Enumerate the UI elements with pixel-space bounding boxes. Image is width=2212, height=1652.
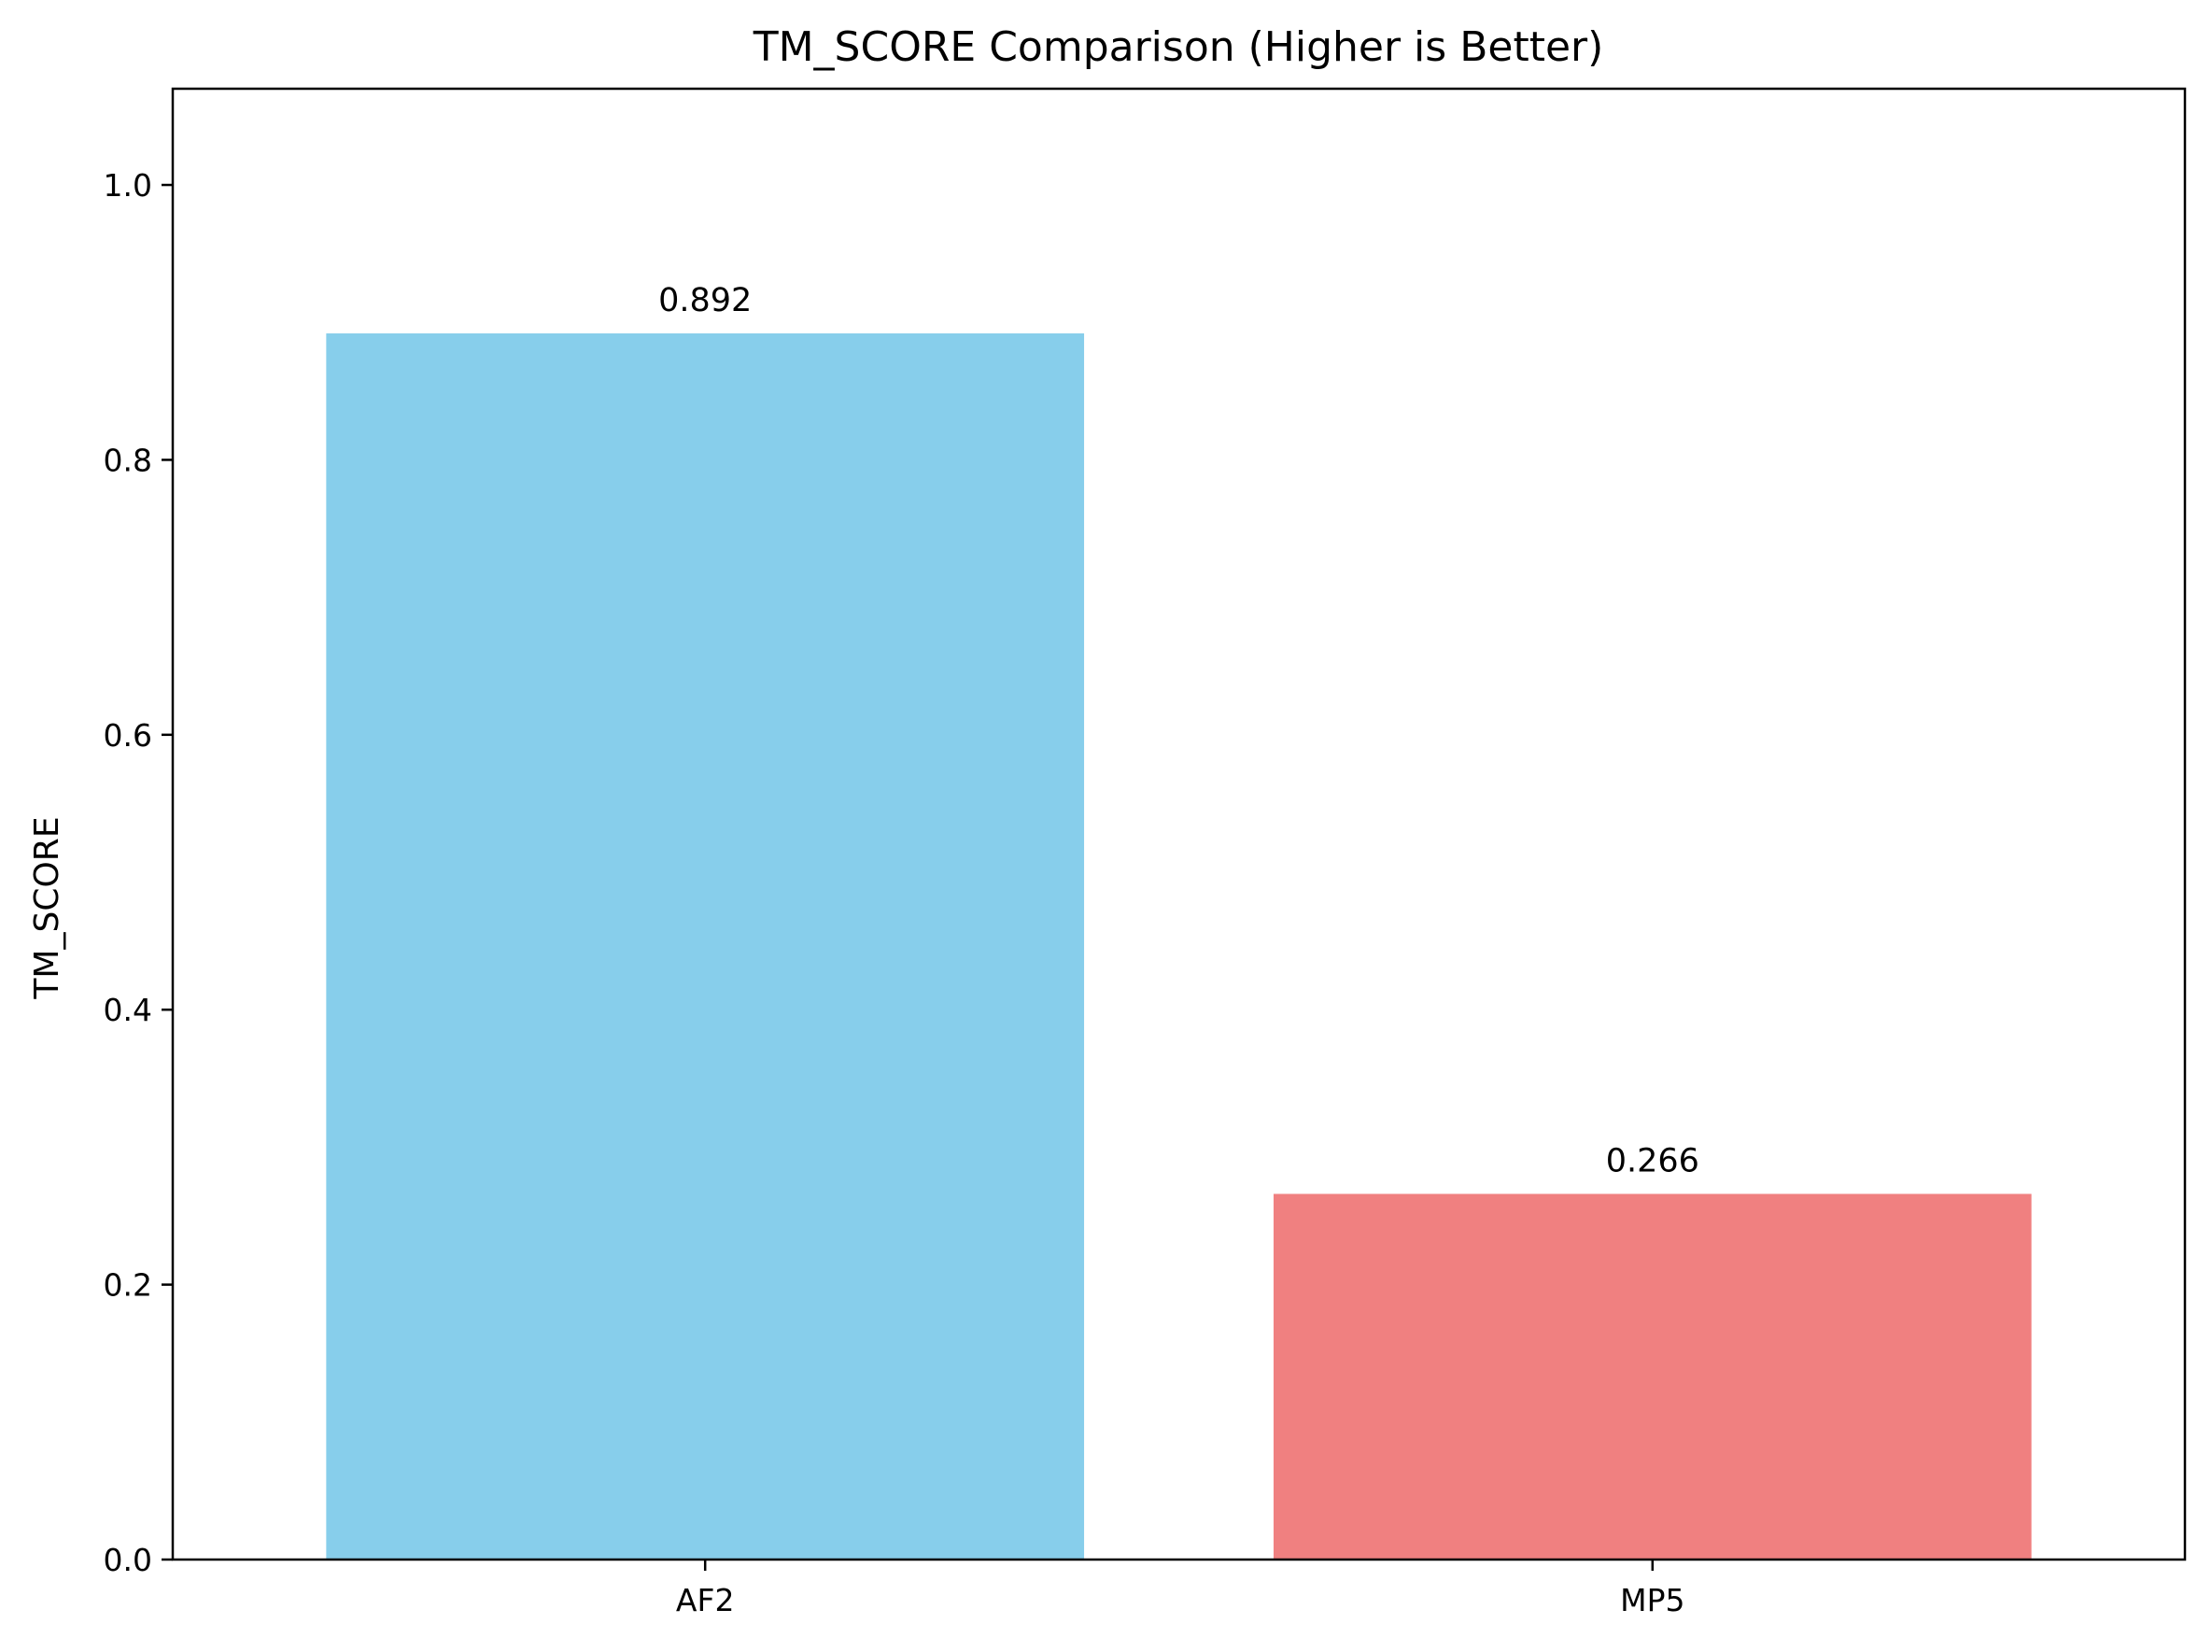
y-tick-label: 0.8 xyxy=(104,442,152,478)
x-tick-label-mp5: MP5 xyxy=(1620,1582,1684,1618)
data-label-af2: 0.892 xyxy=(658,282,752,319)
y-tick-label: 0.0 xyxy=(104,1542,152,1578)
data-label-mp5: 0.266 xyxy=(1606,1142,1699,1179)
bar-mp5 xyxy=(1273,1193,2032,1560)
chart-title: TM_SCORE Comparison (Higher is Better) xyxy=(753,23,1604,71)
bar-af2 xyxy=(326,333,1085,1560)
plot-frame xyxy=(171,87,2187,1561)
y-tick-label: 0.6 xyxy=(104,717,152,754)
bars-layer: 0.892 0.266 xyxy=(326,282,2032,1560)
y-tick-label: 0.4 xyxy=(104,992,152,1028)
ticks-layer: AF2 MP5 0.0 0.2 0.4 0.6 0.8 1.0 xyxy=(104,167,1685,1618)
y-tick-label: 1.0 xyxy=(104,167,152,204)
x-tick-label-af2: AF2 xyxy=(676,1582,735,1618)
y-axis-label: TM_SCORE xyxy=(28,816,66,999)
y-tick-label: 0.2 xyxy=(104,1267,152,1304)
